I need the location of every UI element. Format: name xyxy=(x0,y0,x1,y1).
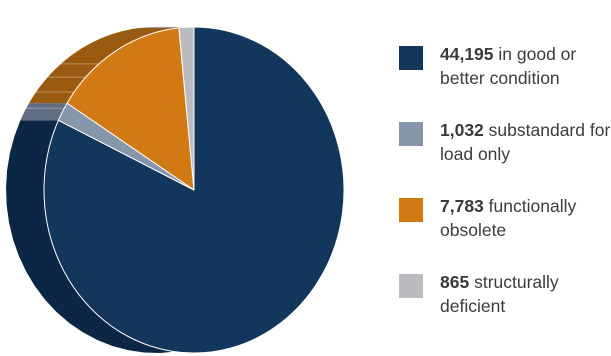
legend-item-substandard: 1,032 substandard for load only xyxy=(399,118,611,194)
legend-description: substandard for load only xyxy=(440,120,611,164)
legend-swatch xyxy=(399,274,423,298)
legend-value: 865 xyxy=(440,272,470,292)
legend: 44,195 in good or better condition 1,032… xyxy=(399,42,611,346)
legend-value: 44,195 xyxy=(440,44,494,64)
legend-label: 7,783 functionally obsolete xyxy=(440,194,611,242)
pie-depth xyxy=(6,27,344,353)
legend-value: 7,783 xyxy=(440,196,484,216)
legend-description: in good or better condition xyxy=(440,44,577,88)
legend-swatch xyxy=(399,122,423,146)
legend-label: 865 structurally deficient xyxy=(440,270,611,318)
pie-slice-depth xyxy=(20,103,68,121)
pie-slice xyxy=(66,27,195,191)
pie-slices xyxy=(43,26,345,354)
legend-swatch xyxy=(399,198,423,222)
legend-swatch xyxy=(399,46,423,70)
legend-value: 1,032 xyxy=(440,120,484,140)
pie-chart xyxy=(6,26,345,354)
pie-slice xyxy=(178,26,195,191)
legend-item-functionally-obsolete: 7,783 functionally obsolete xyxy=(399,194,611,270)
legend-label: 1,032 substandard for load only xyxy=(440,118,611,166)
pie-slice-depth xyxy=(29,27,179,104)
legend-description: functionally obsolete xyxy=(440,196,577,240)
legend-item-structurally-deficient: 865 structurally deficient xyxy=(399,270,611,346)
legend-label: 44,195 in good or better condition xyxy=(440,42,611,90)
legend-item-good-condition: 44,195 in good or better condition xyxy=(399,42,611,118)
legend-description: structurally deficient xyxy=(440,272,559,316)
